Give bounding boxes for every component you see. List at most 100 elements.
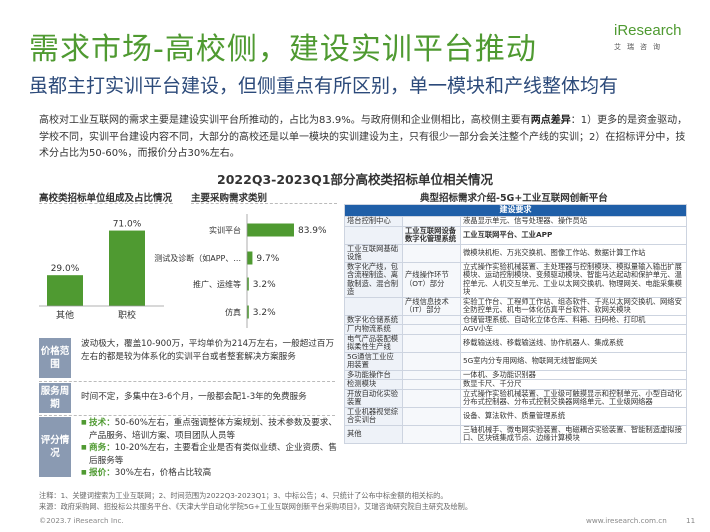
table-cell-c2: 产线信息技术（IT）部分 xyxy=(402,296,461,316)
table-cell-c3: 实验工作台、工程师工作站、组态软件、千兆以太网交换机、网络安全防控单元、机电一体… xyxy=(460,296,687,316)
table-cell-c3: 数显卡尺、千分尺 xyxy=(460,379,687,390)
intro-paragraph: 高校对工业互联网的需求主要是建设实训平台所推动的，占比为83.9%。与政府侧和企… xyxy=(39,113,689,163)
table-cell-c1 xyxy=(344,225,403,245)
price-range-badge: 价格范围 xyxy=(39,338,71,378)
price-range-row: 价格范围 波动极大，覆盖10-900万，平均单价为214万左右，一般超过百万左右… xyxy=(39,338,335,378)
table-row: 数字化产线，包含流程制造、离散制造、混合制造 产线操作环节（OT）部分 立式操作实验… xyxy=(344,261,687,298)
table-cell-c2 xyxy=(402,314,461,325)
divider xyxy=(39,415,335,416)
requirements-table: 建设要求 塔台控制中心 液晶显示单元、信号处理器、操作员站 工业互联网设备数字化管理… xyxy=(344,204,687,444)
data-label: 3.2% xyxy=(253,308,276,318)
bar xyxy=(109,230,145,306)
table-cell-c1: 厂内物流系统 xyxy=(344,324,403,335)
bar xyxy=(247,223,294,237)
table-cell-c3: 三轴机械手、微电网实验装置、电磁耦合实验装置、智能制造虚拟接口、区块链集成节点、… xyxy=(460,424,687,444)
table-cell-c2 xyxy=(402,324,461,335)
table-cell-c1: 工业互联网基础设施 xyxy=(344,243,403,263)
logo-subtitle: 艾瑞咨询 xyxy=(614,43,666,51)
table-cell-c1: 电气产品装配模拟柔性生产线 xyxy=(344,333,403,353)
table-row: 5G通信工业应用装置 5G室内分专用网络、物联网无线智能网关 xyxy=(344,351,687,371)
table-row: 厂内物流系统 AGV小车 xyxy=(344,324,687,335)
logo-wordmark: iResearch xyxy=(614,22,682,39)
iresearch-logo: iResearch 艾瑞咨询 xyxy=(614,22,694,52)
table-cell-c1: 工业机器视觉综合实训台 xyxy=(344,406,403,426)
charts-svg: 29.0% 其他 71.0% 职校 83.9% 实训平台 9.7% 测试及诊断（如APP、.… xyxy=(39,214,327,328)
right-table-title: 典型招标需求介绍-5G+工业互联网创新平台 xyxy=(420,193,608,204)
table-row: 其他 三轴机械手、微电网实验装置、电磁耦合实验装置、智能制造虚拟接口、区块链集成节… xyxy=(344,424,687,444)
category-label: 推广、运维等 xyxy=(193,279,241,289)
data-label: 71.0% xyxy=(113,220,142,230)
table-cell-c3: 移载输送线、移载输送线、协作机器人、集成系统 xyxy=(460,333,687,353)
bar xyxy=(247,305,249,319)
table-row: 数字化仓储系统 仓储管理系统、自动化立体仓库、料箱、扫码枪、打印机 xyxy=(344,314,687,325)
divider xyxy=(191,203,337,204)
table-cell-c2 xyxy=(402,388,461,408)
scoring-bullet: 报价：30%左右，价格占比较高 xyxy=(81,467,337,480)
table-cell-c2 xyxy=(402,379,461,390)
divider xyxy=(39,381,335,382)
procurement-bar-chart: 83.9% 实训平台 9.7% 测试及诊断（如APP、... 3.2% 推广、运维等 3.2… xyxy=(154,214,327,328)
table-header-row: 建设要求 xyxy=(344,204,687,217)
data-label: 83.9% xyxy=(298,226,327,236)
composition-bar-chart: 29.0% 其他 71.0% 职校 xyxy=(39,220,164,321)
table-cell-c3: 5G室内分专用网络、物联网无线智能网关 xyxy=(460,351,687,371)
scoring-badge: 评分情况 xyxy=(39,417,71,477)
data-label: 3.2% xyxy=(253,280,276,290)
table-cell-c3: AGV小车 xyxy=(460,324,687,335)
category-label: 职校 xyxy=(118,309,136,321)
divider xyxy=(39,203,173,204)
section-title: 2022Q3-2023Q1部分高校类招标单位相关情况 xyxy=(217,172,493,187)
footnote: 注释：1、关键词搜索为工业互联网；2、时间范围为2022Q3-2023Q1；3、… xyxy=(39,491,448,500)
table-cell-c3: 工业互联网平台、工业APP xyxy=(460,225,687,245)
table-cell-c2 xyxy=(402,243,461,263)
table-header: 建设要求 xyxy=(344,204,687,217)
table-cell-c2 xyxy=(402,351,461,371)
table-cell-c3: 微模块机柜、万兆交换机、图像工作站、数据计算工作站 xyxy=(460,243,687,263)
table-cell-c1: 数字化产线，包含流程制造、离散制造、混合制造 xyxy=(344,261,403,298)
table-cell-c3: 设备、算法软件、质量管理系统 xyxy=(460,406,687,426)
scoring-bullet: 技术：50-60%左右，重点强调整体方案规划、技术参数及要求、产品服务、培训方案… xyxy=(81,417,337,442)
table-row: 开放自动化实验装置 立式操作实验机械装置、工业级可触摸显示和控制单元、小型自动化分… xyxy=(344,388,687,408)
table-row: 检测模块 数显卡尺、千分尺 xyxy=(344,379,687,390)
intro-part2: ：1）更多的是资金驱动，学校不同，实训平台建设内容不同，大部分的高校还是以单一模… xyxy=(39,115,688,159)
bar xyxy=(247,277,249,291)
data-label: 29.0% xyxy=(51,264,80,274)
category-label: 仿真 xyxy=(225,307,241,317)
service-period-badge: 服务周期 xyxy=(39,383,71,413)
bar xyxy=(247,251,253,265)
price-range-text: 波动极大，覆盖10-900万，平均单价为214万左右，一般超过百万左右的都是较为… xyxy=(81,339,335,362)
table-row: 工业互联网基础设施 微模块机柜、万兆交换机、图像工作站、数据计算工作站 xyxy=(344,243,687,263)
table-cell-c1 xyxy=(344,296,403,316)
page-title: 需求市场-高校侧，建设实训平台推动 xyxy=(29,32,537,67)
table-cell-c2 xyxy=(402,333,461,353)
scoring-text: 技术：50-60%左右，重点强调整体方案规划、技术参数及要求、产品服务、培训方案… xyxy=(81,417,337,480)
source-note: 来源：政府采购网、招投标公共服务平台、《天津大学自动化学院5G+工业互联网创新平… xyxy=(39,502,473,511)
copyright: ©2023.7 iResearch Inc. xyxy=(39,516,124,525)
service-period-text: 时间不定，多集中在3-6个月，一般都会配1-3年的免费服务 xyxy=(81,392,307,402)
table-cell-c2 xyxy=(402,216,461,227)
page-number: 11 xyxy=(686,516,696,525)
table-cell-c1: 检测模块 xyxy=(344,379,403,390)
table-row: 工业互联网设备数字化管理系统 工业互联网平台、工业APP xyxy=(344,225,687,245)
table-row: 工业机器视觉综合实训台 设备、算法软件、质量管理系统 xyxy=(344,406,687,426)
left-chart-title: 高校类招标单位组成及占比情况 xyxy=(39,193,173,204)
category-label: 实训平台 xyxy=(209,225,241,235)
table-row: 电气产品装配模拟柔性生产线 移载输送线、移载输送线、协作机器人、集成系统 xyxy=(344,333,687,353)
bar xyxy=(47,275,83,306)
table-cell-c2 xyxy=(402,424,461,444)
category-label: 其他 xyxy=(56,309,74,321)
table-cell-c2 xyxy=(402,406,461,426)
table-cell-c1: 其他 xyxy=(344,424,403,444)
page-subtitle: 虽都主打实训平台建设，但侧重点有所区别，单一模块和产线整体均有 xyxy=(29,75,619,97)
website: www.iresearch.com.cn xyxy=(586,516,667,525)
scoring-row: 评分情况 技术：50-60%左右，重点强调整体方案规划、技术参数及要求、产品服务… xyxy=(39,417,337,480)
table-cell-c1: 5G通信工业应用装置 xyxy=(344,351,403,371)
table-cell-c1: 塔台控制中心 xyxy=(344,216,403,227)
data-label: 9.7% xyxy=(256,254,279,264)
table-cell-c3: 仓储管理系统、自动化立体仓库、料箱、扫码枪、打印机 xyxy=(460,314,687,325)
table-cell-c3: 立式操作实验机械装置、主处理器与控制模块、模拟量输入输出扩展模块、运动控制模块、… xyxy=(460,261,687,298)
table-cell-c3: 立式操作实验机械装置、工业级可触摸显示和控制单元、小型自动化分布式控制器、分布式… xyxy=(460,388,687,408)
intro-part1: 高校对工业互联网的需求主要是建设实训平台所推动的，占比为83.9%。与政府侧和企… xyxy=(39,115,531,126)
table-cell-c1: 开放自动化实验装置 xyxy=(344,388,403,408)
mid-chart-title: 主要采购需求类别 xyxy=(191,193,268,204)
